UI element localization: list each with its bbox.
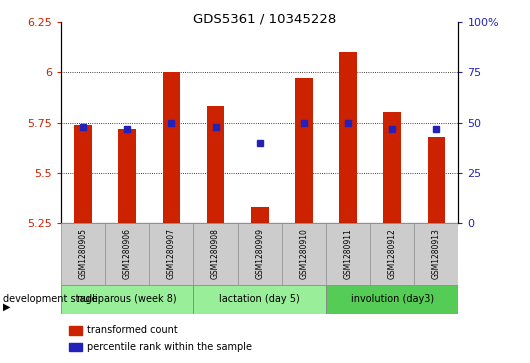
Bar	[61, 285, 193, 314]
Text: GSM1280908: GSM1280908	[211, 228, 220, 279]
Bar	[149, 223, 193, 285]
Text: involution (day3): involution (day3)	[351, 294, 434, 305]
Bar	[326, 223, 370, 285]
Bar	[69, 343, 82, 351]
Text: GSM1280910: GSM1280910	[299, 228, 308, 279]
Text: GSM1280907: GSM1280907	[167, 228, 176, 279]
Bar	[383, 113, 401, 223]
Bar	[118, 129, 136, 223]
Bar	[193, 223, 237, 285]
Text: transformed count: transformed count	[87, 325, 178, 335]
Text: GDS5361 / 10345228: GDS5361 / 10345228	[193, 13, 337, 26]
Text: GSM1280911: GSM1280911	[343, 228, 352, 279]
Bar	[295, 78, 313, 223]
Text: lactation (day 5): lactation (day 5)	[219, 294, 300, 305]
Text: GSM1280913: GSM1280913	[432, 228, 441, 279]
Bar	[105, 223, 149, 285]
Text: GSM1280909: GSM1280909	[255, 228, 264, 279]
Text: GSM1280906: GSM1280906	[123, 228, 131, 279]
Bar	[282, 223, 326, 285]
Bar	[251, 207, 269, 223]
Text: percentile rank within the sample: percentile rank within the sample	[87, 342, 252, 352]
Bar	[163, 72, 180, 223]
Text: development stage: development stage	[3, 294, 98, 305]
Text: nulliparous (week 8): nulliparous (week 8)	[77, 294, 177, 305]
Bar	[339, 52, 357, 223]
Bar	[428, 136, 445, 223]
Text: GSM1280912: GSM1280912	[388, 228, 396, 279]
Bar	[326, 285, 458, 314]
Text: ▶: ▶	[3, 302, 10, 312]
Bar	[61, 223, 105, 285]
Bar	[74, 125, 92, 223]
Bar	[414, 223, 458, 285]
Bar	[193, 285, 326, 314]
Bar	[237, 223, 282, 285]
Bar	[370, 223, 414, 285]
Text: GSM1280905: GSM1280905	[78, 228, 87, 279]
Bar	[207, 106, 224, 223]
Bar	[69, 326, 82, 335]
